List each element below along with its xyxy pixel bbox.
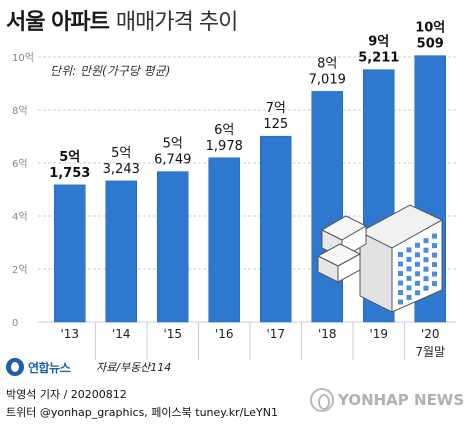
y-tick-label: 2억: [12, 264, 28, 276]
apartment-building-icon: [316, 204, 444, 313]
bar-value-label-bottom: 7,019: [309, 72, 346, 87]
x-tick-label: '15: [163, 327, 182, 341]
x-tick-label: '18: [318, 327, 337, 341]
x-tick-label: '17: [266, 327, 285, 341]
author-credit: 박영석 기자 / 20200812: [6, 388, 127, 401]
bar-value-label-top: 8억: [317, 56, 337, 71]
bar-value-label-top: 9억: [368, 35, 389, 50]
bar-value-label-top: 5억: [163, 137, 183, 152]
bar: [260, 135, 292, 323]
watermark-text: YONHAP NEWS: [338, 391, 465, 409]
bar: [54, 184, 86, 323]
y-tick-label: 10억: [12, 52, 34, 64]
bar-value-label-top: 10억: [415, 21, 445, 36]
bar-value-label-bottom: 3,243: [103, 162, 140, 177]
bar-value-label-top: 5억: [111, 146, 131, 161]
bar-value-label-bottom: 6,749: [154, 153, 191, 168]
x-tick-sublabel: 7월말: [415, 345, 445, 359]
bar-value-label-top: 5억: [59, 150, 80, 165]
bar-value-label-bottom: 1,978: [206, 139, 243, 154]
y-tick-label: 8억: [12, 105, 28, 117]
yonhap-logo: 연합뉴스: [6, 356, 71, 378]
title-sub: 매매가격 추이: [115, 10, 238, 35]
y-tick-label: 6억: [12, 158, 28, 170]
bar: [105, 180, 137, 323]
x-tick-label: '14: [112, 327, 131, 341]
yonhap-logo-icon: [6, 358, 24, 376]
bar-value-label-bottom: 5,211: [358, 51, 399, 66]
bar-value-label-bottom: 125: [263, 117, 288, 132]
y-tick-label: 4억: [12, 211, 28, 223]
social-links: 트위터 @yonhap_graphics, 페이스북 tuney.kr/LeYN…: [6, 406, 278, 419]
x-tick-label: '20: [421, 327, 440, 341]
bar: [311, 91, 343, 323]
logo-text: 연합뉴스: [28, 360, 71, 375]
bar: [157, 171, 189, 323]
bar-value-label-top: 6억: [214, 123, 234, 138]
data-source: 자료/부동산114: [96, 361, 172, 374]
watermark-logo-icon: [310, 388, 334, 412]
y-tick-label: 0: [12, 318, 18, 329]
chart-title: 서울 아파트 매매가격 추이: [6, 6, 238, 40]
watermark: YONHAP NEWS: [310, 384, 464, 416]
bar-value-label-bottom: 1,753: [49, 166, 90, 181]
x-tick-label: '13: [60, 327, 79, 341]
x-tick-label: '16: [215, 327, 234, 341]
x-tick-label: '19: [369, 327, 388, 341]
bar-value-label-bottom: 509: [417, 37, 444, 52]
bar-value-label-top: 7억: [266, 101, 286, 116]
unit-note: 단위: 만원(가구당 평균): [50, 64, 171, 78]
title-main: 서울 아파트: [6, 10, 110, 35]
bar: [208, 157, 240, 323]
